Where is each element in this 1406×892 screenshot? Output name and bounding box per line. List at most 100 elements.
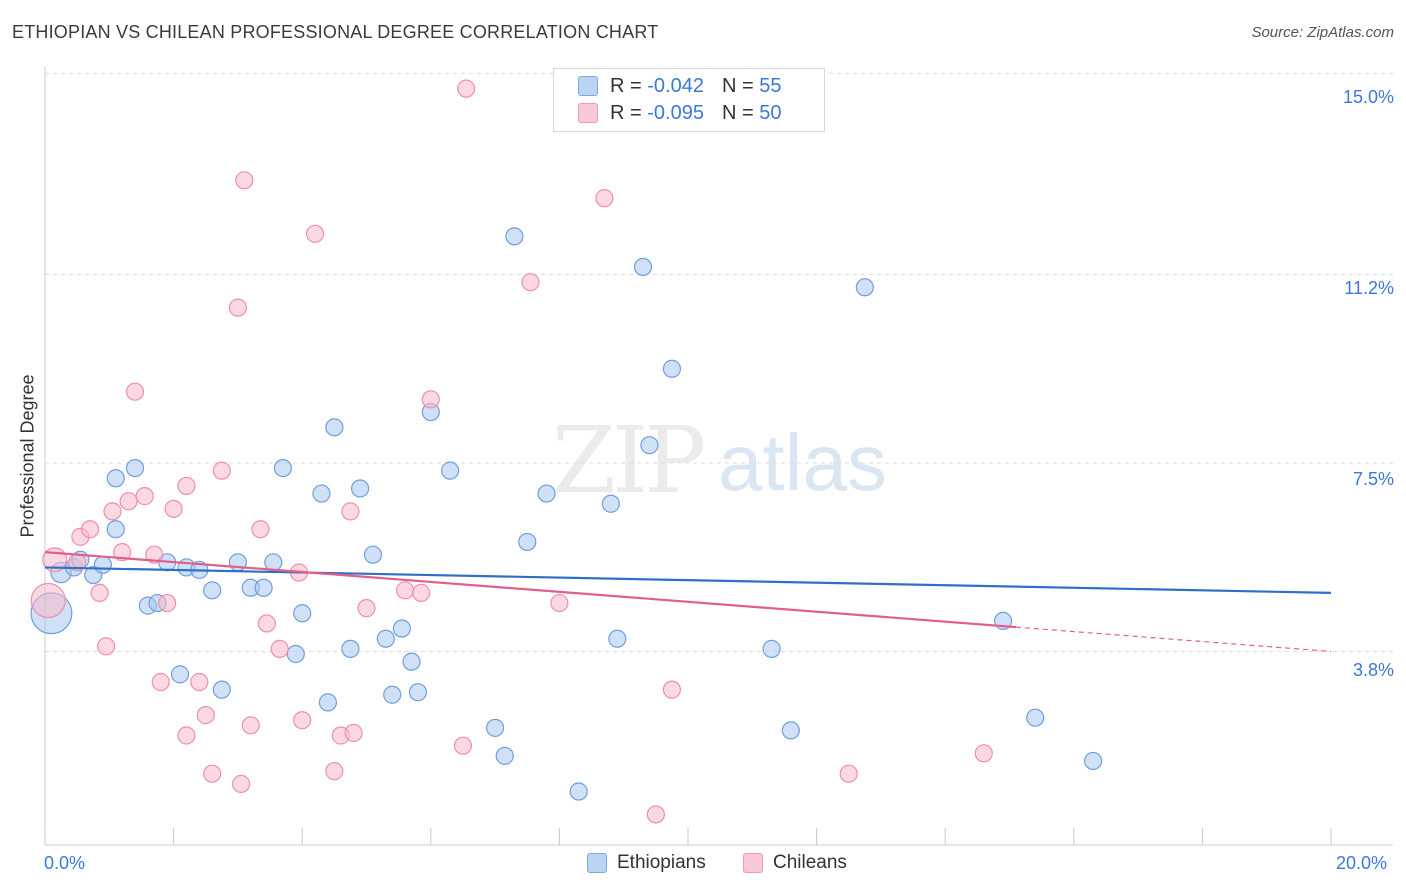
ethiopians-r-value: -0.042	[647, 74, 704, 97]
ethiopians-legend-label: Ethiopians	[617, 852, 706, 873]
chilean-point	[974, 744, 993, 763]
chart-title: ETHIOPIAN VS CHILEAN PROFESSIONAL DEGREE…	[12, 22, 659, 42]
chilean-point	[595, 189, 614, 208]
ethiopians-trend-line	[44, 566, 1332, 594]
chilean-point	[325, 762, 344, 781]
ethiopian-point	[440, 461, 460, 480]
ethiopian-point	[318, 693, 338, 712]
chileans-trend-line	[44, 551, 1017, 629]
chilean-point	[251, 520, 270, 539]
chilean-point	[212, 461, 231, 480]
ethiopian-point	[1026, 708, 1045, 727]
y-tick-label-15-0: 15.0%	[1342, 87, 1394, 107]
chileans-swatch	[578, 103, 598, 123]
chilean-point	[80, 520, 100, 539]
chileans-n-label: N =	[721, 101, 760, 124]
ethiopian-point	[286, 644, 305, 664]
legend-row-ethiopians: R = -0.042 N = 55	[578, 73, 781, 99]
chilean-point	[96, 637, 116, 656]
ethiopians-n-label: N =	[721, 74, 760, 97]
chilean-point	[113, 543, 132, 562]
chilean-point	[90, 583, 109, 602]
ethiopian-point	[273, 458, 293, 478]
watermark: ZIP atlas	[552, 407, 887, 514]
ethiopian-point	[212, 680, 231, 699]
ethiopian-point	[662, 359, 682, 378]
ethiopian-point	[363, 545, 383, 564]
ethiopian-point	[106, 520, 125, 539]
chileans-legend-label: Chileans	[773, 852, 847, 873]
ethiopian-point	[402, 652, 421, 671]
chilean-point	[270, 639, 289, 659]
ethiopian-point	[505, 227, 524, 246]
legend-item-ethiopians: Ethiopians	[587, 852, 706, 874]
chilean-point	[177, 476, 196, 496]
ethiopian-point	[254, 578, 273, 597]
y-tick-label-11-2: 11.2%	[1344, 278, 1394, 298]
chilean-point	[241, 716, 260, 735]
chilean-point	[257, 614, 276, 633]
chilean-point	[395, 581, 415, 600]
x-tick-label-min: 0.0%	[44, 853, 86, 873]
chilean-point	[521, 273, 540, 292]
ethiopian-point	[125, 458, 145, 478]
chilean-point	[125, 382, 145, 401]
x-tick-label-max: 20.0%	[1336, 853, 1388, 873]
legend-row-chileans: R = -0.095 N = 50	[578, 100, 781, 126]
chilean-point	[646, 805, 665, 824]
chilean-point	[151, 672, 170, 692]
axes	[44, 66, 1393, 846]
chilean-point	[232, 774, 251, 793]
ethiopian-point	[762, 639, 781, 659]
chileans-trend-line-extrapolated	[1015, 626, 1332, 653]
ethiopian-point	[569, 782, 588, 801]
chilean-point	[341, 502, 360, 521]
chilean-point	[203, 764, 222, 783]
stats-legend: R = -0.042 N = 55 R = -0.095 N = 50	[553, 68, 825, 132]
ethiopian-point	[518, 532, 537, 552]
chilean-point	[190, 672, 209, 692]
ethiopian-point	[383, 685, 402, 704]
ethiopian-point	[93, 555, 112, 574]
chilean-point	[412, 583, 431, 602]
ethiopians-r-label: R =	[610, 74, 648, 97]
chilean-point	[196, 706, 215, 725]
chileans-r-value: -0.095	[647, 101, 704, 124]
svg-text:atlas: atlas	[718, 418, 887, 507]
gridlines	[45, 72, 1393, 652]
ethiopian-point	[341, 639, 360, 659]
chilean-point	[235, 171, 254, 190]
chilean-point	[119, 492, 138, 511]
ethiopian-point	[376, 629, 395, 648]
chilean-point	[228, 298, 247, 317]
source-label: Source: ZipAtlas.com	[1251, 24, 1394, 41]
chilean-point	[177, 726, 196, 745]
ethiopian-point	[293, 604, 312, 623]
ethiopian-point	[601, 494, 620, 513]
ethiopian-point	[106, 469, 125, 488]
chilean-point	[103, 502, 122, 521]
ethiopian-point	[608, 629, 627, 648]
chilean-point	[357, 599, 376, 618]
ethiopian-point	[350, 479, 370, 498]
svg-text:ZIP: ZIP	[552, 407, 703, 514]
ethiopian-point	[537, 484, 556, 503]
chilean-point	[453, 736, 473, 755]
ethiopian-point	[495, 746, 514, 765]
chilean-point	[662, 680, 682, 699]
y-axis-label: Professional Degree	[17, 374, 38, 538]
ethiopian-point	[633, 257, 653, 277]
ethiopian-point	[170, 665, 190, 684]
chilean-point	[457, 79, 476, 98]
chilean-point	[158, 593, 177, 613]
chilean-point	[164, 499, 183, 518]
ethiopian-point	[640, 436, 659, 455]
ethiopian-point	[1083, 751, 1103, 771]
trend-lines	[44, 551, 1332, 653]
chilean-point	[145, 545, 164, 564]
chilean-point	[293, 711, 312, 730]
chilean-point	[30, 582, 66, 619]
chilean-point	[135, 487, 154, 506]
y-tick-label-7-5: 7.5%	[1352, 469, 1394, 489]
ethiopian-point	[325, 418, 344, 437]
